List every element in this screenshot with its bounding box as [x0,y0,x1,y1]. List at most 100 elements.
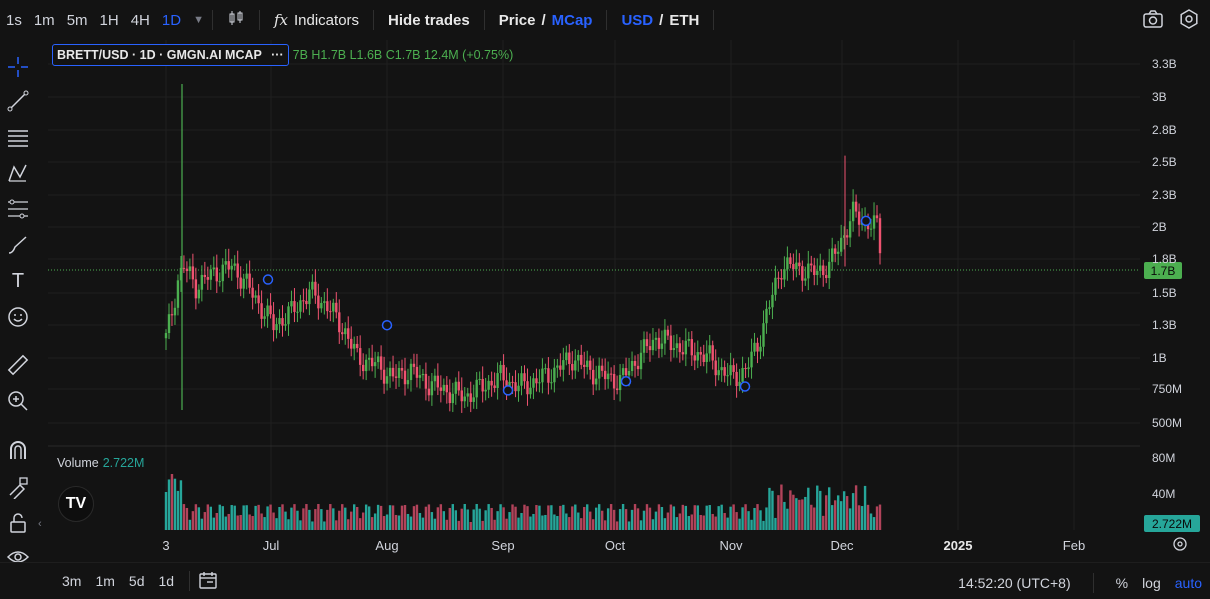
volume-bar [296,510,299,530]
volume-bar [526,506,529,530]
tradingview-logo[interactable]: TV [58,486,94,522]
camera-icon[interactable] [1142,8,1164,34]
candle-body [335,302,338,313]
volume-bar [179,480,183,530]
magnet-icon[interactable] [5,438,31,464]
volume-bar [314,509,317,530]
log-toggle[interactable]: log [1142,575,1161,591]
axis-settings-icon[interactable] [1172,536,1188,555]
timeframe-1h[interactable]: 1H [99,11,119,29]
pattern-icon[interactable] [5,160,31,186]
range-1d[interactable]: 1d [158,573,175,589]
trend-line-icon[interactable] [5,88,31,114]
candle-body [816,270,819,276]
candle-body [726,375,729,377]
volume-bar [445,519,449,530]
range-3m[interactable]: 3m [62,573,82,589]
text-tool-icon[interactable]: T [11,269,25,292]
candle-body [696,352,699,361]
volume-bar [335,520,338,530]
settings-icon[interactable] [1178,8,1200,34]
calendar-icon[interactable] [198,570,218,593]
candle-body [813,265,816,276]
candle-body [529,387,532,395]
horizontal-lines-icon[interactable] [5,124,31,150]
ruler-icon[interactable] [5,352,31,378]
collapse-toolbar-icon[interactable]: ‹ [38,518,42,530]
price-mcap-toggle[interactable]: Price / MCap [493,12,599,29]
fib-levels-icon[interactable] [5,196,31,222]
time-axis[interactable]: 3 Jul Aug Sep Oct Nov Dec 2025 Feb [48,532,1187,556]
candle-body [236,263,239,278]
volume-bar [597,504,601,530]
hide-trades-button[interactable]: Hide trades [382,12,476,29]
range-5d[interactable]: 5d [128,573,145,589]
auto-toggle[interactable]: auto [1174,575,1202,591]
usd-label: USD [621,11,654,29]
volume-bar [370,517,374,530]
more-options-icon[interactable]: ··· [271,48,284,62]
volume-bar [795,498,798,530]
timeframe-1m[interactable]: 1m [33,11,55,29]
timeframe-5m[interactable]: 5m [66,11,88,29]
candle-body [786,257,789,270]
timeframe-dropdown-icon[interactable]: ▼ [193,14,204,26]
clock[interactable]: 14:52:20 (UTC+8) [958,575,1071,591]
candle-body [783,269,786,280]
candle-body [711,345,714,361]
candle-body [302,300,305,302]
candle-type-icon[interactable] [221,9,251,31]
candle-body [430,381,434,396]
drawing-toolbar: T ‹ [0,42,42,572]
volume-bar [720,504,723,530]
candle-body [460,390,463,402]
timeframe-4h[interactable]: 4H [130,11,150,29]
lock-drawing-icon[interactable] [5,474,31,500]
candle-body [559,365,562,370]
candle-body [675,343,679,349]
indicators-button[interactable]: fx Indicators [268,11,365,29]
candle-body [317,295,320,309]
volume-bar [508,512,511,530]
volume-bar [191,511,195,530]
crosshair-icon[interactable] [5,54,31,80]
volume-bar [302,508,305,530]
candle-body [708,345,711,354]
volume-bar [780,484,783,530]
emoji-icon[interactable] [5,304,31,330]
symbol-title[interactable]: BRETT/USD · 1D · GMGN.AI MCAP ··· [52,44,289,66]
volume-bar [783,501,786,530]
time-tick: Jul [262,538,280,553]
volume-bar [851,493,855,530]
volume-bar [857,505,861,530]
candle-body [472,397,475,402]
timeframe-1s[interactable]: 1s [6,11,22,29]
candle-body [657,337,661,349]
volume-bar [287,519,290,530]
price-axis-label: 3.3B [1152,57,1177,71]
volume-bar [466,509,469,530]
candle-body [409,363,413,381]
volume-bar [218,504,221,530]
volume-bar [248,514,251,530]
range-group: 3m 1m 5d 1d [55,573,181,589]
lock-icon[interactable] [5,510,31,536]
volume-bar [269,504,272,530]
price-chart[interactable] [48,40,1140,530]
volume-bar [866,504,870,530]
brush-icon[interactable] [5,232,31,258]
volume-bar [645,504,649,530]
range-1m[interactable]: 1m [95,573,115,589]
eye-icon[interactable] [5,544,31,570]
trade-marker [381,319,393,331]
currency-toggle[interactable]: USD / ETH [615,12,705,29]
volume-bar [185,507,189,530]
zoom-in-icon[interactable] [5,388,31,414]
volume-bar [496,511,499,530]
candle-body [206,277,210,280]
candle-body [364,359,368,372]
percent-toggle[interactable]: % [1115,575,1129,591]
timeframe-1d[interactable]: 1D [161,11,182,29]
volume-bar [732,504,735,530]
volume-bar [478,508,481,530]
